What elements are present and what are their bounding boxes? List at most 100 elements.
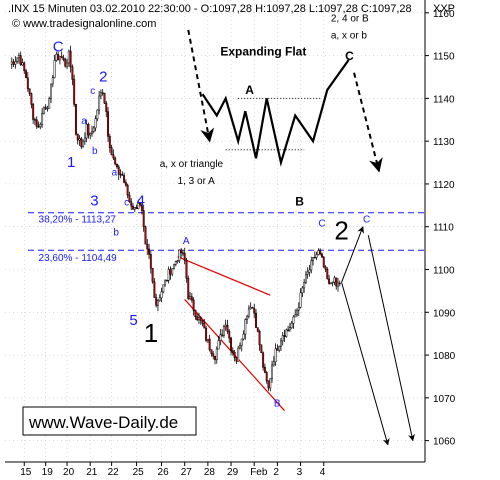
candle-body: [78, 138, 81, 141]
candle-body: [335, 277, 338, 287]
candle-body: [94, 118, 97, 129]
candle-body: [278, 346, 281, 351]
candle-body: [196, 316, 199, 321]
candle-body: [41, 113, 44, 125]
candle-body: [224, 324, 227, 327]
candle-body: [310, 260, 313, 271]
candle-body: [62, 57, 65, 60]
candle-body: [144, 226, 147, 245]
candle-body: [189, 296, 192, 299]
candle-body: [153, 281, 156, 298]
candle-body: [17, 55, 20, 59]
candle-body: [23, 62, 26, 72]
candle-body: [329, 282, 332, 284]
candle-body: [117, 166, 120, 175]
wave-label: 38,20% - 1113,27: [39, 214, 117, 225]
candle-body: [82, 140, 85, 148]
candle-body: [306, 271, 309, 275]
wave-label: 2, 4 or B: [331, 13, 369, 24]
candle-body: [301, 287, 304, 294]
candle-body: [326, 268, 329, 280]
candle-body: [331, 281, 334, 284]
candle-body: [315, 254, 318, 258]
candle-body: [290, 323, 293, 328]
candle-body: [233, 351, 236, 358]
x-tick-label: 26: [158, 467, 170, 478]
candle-body: [21, 62, 24, 66]
candle-body: [183, 252, 186, 261]
candle-body: [214, 355, 216, 360]
wave-label: c: [124, 197, 129, 208]
candle-body: [158, 297, 161, 302]
wave-label: B: [274, 398, 281, 409]
wave-label: 4: [137, 192, 145, 209]
y-tick-label: 1130: [433, 137, 455, 148]
wave-label: a: [112, 167, 118, 178]
candle-body: [28, 88, 31, 94]
candle-body: [244, 319, 247, 335]
candle-body: [328, 278, 331, 284]
candle-body: [60, 56, 63, 59]
candle-body: [51, 77, 54, 85]
wave-label: 1: [67, 154, 75, 171]
candle-body: [171, 268, 174, 275]
flat-exit-arrow: [353, 72, 383, 173]
candle-body: [164, 279, 167, 286]
y-tick-label: 1160: [433, 9, 455, 20]
candle-body: [274, 348, 277, 363]
candle-body: [228, 331, 231, 339]
candle-body: [66, 62, 69, 67]
x-tick-label: 4: [320, 467, 326, 478]
candle-body: [32, 104, 35, 120]
watermark-text: www.Wave-Daily.de: [28, 413, 178, 432]
candle-body: [80, 138, 83, 148]
candle-body: [203, 323, 206, 329]
candle-body: [296, 309, 298, 316]
candle-body: [162, 284, 165, 293]
candle-body: [16, 57, 19, 62]
candle-body: [10, 61, 13, 65]
wave-label: 1: [144, 318, 158, 348]
candle-body: [237, 347, 240, 362]
header-site: © www.tradesignalonline.com: [12, 18, 156, 30]
candle-body: [130, 201, 133, 207]
candle-body: [87, 124, 90, 136]
candle-body: [14, 61, 17, 65]
candle-body: [19, 55, 22, 66]
candle-body: [178, 249, 181, 261]
candle-body: [67, 50, 70, 64]
candle-body: [201, 320, 204, 324]
candle-body: [99, 92, 102, 97]
candle-body: [247, 308, 250, 317]
wave-label: C: [53, 38, 64, 55]
candle-body: [167, 269, 170, 281]
candle-body: [124, 182, 127, 186]
candle-body: [249, 307, 252, 310]
y-tick-label: 1100: [433, 266, 455, 277]
candle-body: [256, 327, 259, 332]
candle-body: [279, 340, 282, 347]
y-tick-label: 1120: [433, 180, 455, 191]
candle-body: [235, 357, 238, 362]
y-tick-label: 1080: [433, 351, 456, 362]
flat-pattern-line: [201, 59, 350, 167]
candle-body: [112, 154, 115, 159]
price-axis-label: XXP: [433, 3, 455, 15]
candle-body: [137, 202, 140, 210]
candle-body: [215, 348, 218, 360]
candle-body: [208, 338, 211, 350]
candle-body: [251, 307, 254, 309]
candle-body: [319, 250, 322, 255]
candle-body: [42, 106, 45, 114]
candle-body: [146, 243, 149, 250]
candle-body: [206, 338, 209, 341]
x-tick-label: 29: [227, 467, 239, 478]
x-tick-label: 20: [63, 467, 75, 478]
candle-body: [103, 93, 106, 104]
candle-body: [269, 378, 272, 389]
candle-body: [320, 253, 323, 258]
candle-body: [126, 184, 129, 196]
candle-body: [217, 340, 220, 350]
candle-body: [176, 260, 179, 262]
